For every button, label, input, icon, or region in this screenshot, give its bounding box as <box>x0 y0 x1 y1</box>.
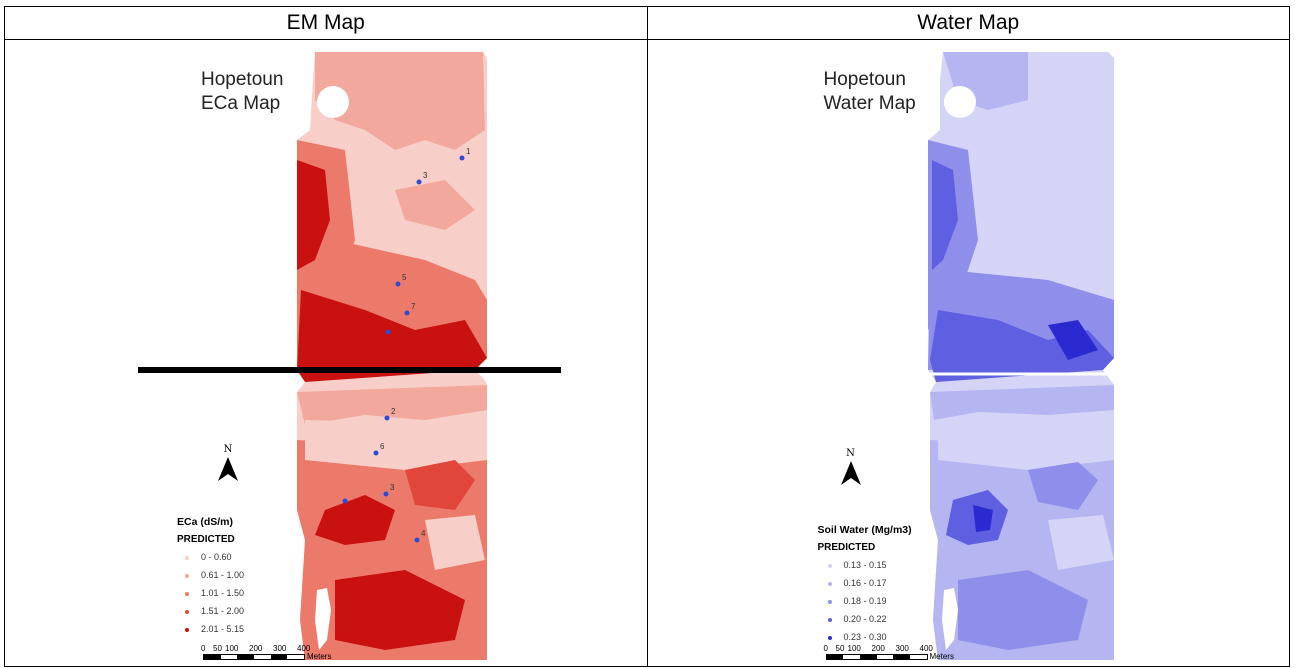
water-zone-b-south <box>929 385 1114 420</box>
sample-label: 3 <box>423 171 428 180</box>
north-arrow: N <box>840 448 862 492</box>
em-zone-very-high-west <box>297 160 330 270</box>
water-legend-item: 0.23 - 0.30 <box>827 632 887 642</box>
water-legend-item: 0.16 - 0.17 <box>827 578 887 588</box>
north-label: N <box>223 444 233 455</box>
sample-point <box>373 450 379 456</box>
north-arrow-icon <box>840 461 861 485</box>
sample-label: 5 <box>402 273 407 282</box>
water-map-graphic <box>927 52 1114 660</box>
water-zone-e-mid <box>1047 320 1098 360</box>
water-hole <box>941 588 958 650</box>
figure-table: EM Map Water Map <box>4 6 1290 668</box>
water-legend-item: 0.13 - 0.15 <box>827 560 887 570</box>
sample-point <box>384 415 390 421</box>
water-zone-d-west <box>931 160 958 270</box>
sample-label: 2 <box>391 407 396 416</box>
em-map-title: Hopetoun ECa Map <box>201 68 283 116</box>
em-zone-medium-south <box>297 385 487 425</box>
em-zone-very-high-s1 <box>315 495 395 545</box>
em-zone-light-pocket <box>425 515 485 570</box>
water-zone-c-s3 <box>957 570 1088 650</box>
sample-point <box>385 329 391 335</box>
em-map-panel: 1 3 5 7 2 6 3 4 Hopetoun ECa Map N <box>4 39 648 667</box>
water-zone-light-south <box>937 420 1114 470</box>
north-arrow-icon <box>218 457 238 481</box>
north-label: N <box>846 448 855 459</box>
em-legend-title: ECa (dS/m) <box>177 516 234 528</box>
sample-point <box>342 498 348 504</box>
sample-point <box>404 310 410 316</box>
em-notch <box>317 86 349 118</box>
sample-label: 4 <box>421 529 426 538</box>
em-zone-very-high-mid <box>297 290 487 382</box>
sample-point <box>459 155 465 161</box>
sample-point <box>383 491 389 497</box>
em-legend-item: 0 - 0.60 <box>185 552 232 562</box>
em-legend-item: 0.61 - 1.00 <box>185 570 244 580</box>
sample-point <box>414 537 420 543</box>
em-hole <box>315 588 331 650</box>
em-legend-subtitle: PREDICTED <box>177 534 235 545</box>
scale-unit: Meters <box>307 652 332 661</box>
em-legend-item: 2.01 - 5.15 <box>185 624 244 634</box>
em-zone-high-north <box>395 180 475 230</box>
water-map-header: Water Map <box>646 6 1290 40</box>
sample-label: 3 <box>390 483 395 492</box>
sample-label: 1 <box>466 147 471 156</box>
sample-label: 6 <box>380 442 385 451</box>
em-sample-points <box>342 155 465 543</box>
water-legend-subtitle: PREDICTED <box>817 542 876 553</box>
water-zone-d-mid <box>929 310 1114 382</box>
em-map-graphic: 1 3 5 7 2 6 3 4 <box>138 52 561 660</box>
water-map-panel: Hopetoun Water Map N Soil Water (Mg/m3) … <box>646 39 1290 667</box>
em-map-title-line2: ECa Map <box>201 93 281 114</box>
water-legend-title: Soil Water (Mg/m3) <box>817 524 912 536</box>
water-legend-item: 0.20 - 0.22 <box>827 614 887 624</box>
water-legend-item: 0.18 - 0.19 <box>827 596 887 606</box>
scale-unit: Meters <box>929 652 954 661</box>
map-comparison-table: EM Map Water Map <box>4 6 1290 667</box>
sample-point <box>395 281 401 287</box>
sample-point <box>416 179 422 185</box>
water-scale-bar: 0 50 100 200 300 400 Meters <box>823 644 954 661</box>
water-zone-light-pocket <box>1047 515 1114 570</box>
em-zone-light-south <box>305 420 487 470</box>
north-arrow: N <box>217 444 239 488</box>
em-zone-very-high-s2 <box>405 460 475 510</box>
sample-label: 7 <box>411 302 416 311</box>
water-map-title-line1: Hopetoun <box>823 69 906 90</box>
water-map-title: Hopetoun Water Map <box>824 68 916 116</box>
em-zone-medium <box>315 52 485 150</box>
em-scale-bar: 0 50 100 200 300 400 Meters <box>201 644 332 661</box>
em-legend-item: 1.51 - 2.00 <box>185 606 244 616</box>
em-map-header: EM Map <box>4 6 648 40</box>
water-notch <box>943 86 976 118</box>
water-zone-c-s2 <box>1027 462 1098 510</box>
em-map-title-line1: Hopetoun <box>201 69 284 90</box>
water-zone-e-s1 <box>972 505 993 532</box>
em-zone-very-high-s3 <box>335 570 465 650</box>
water-map-title-line2: Water Map <box>823 93 916 114</box>
em-legend-item: 1.01 - 1.50 <box>185 588 244 598</box>
